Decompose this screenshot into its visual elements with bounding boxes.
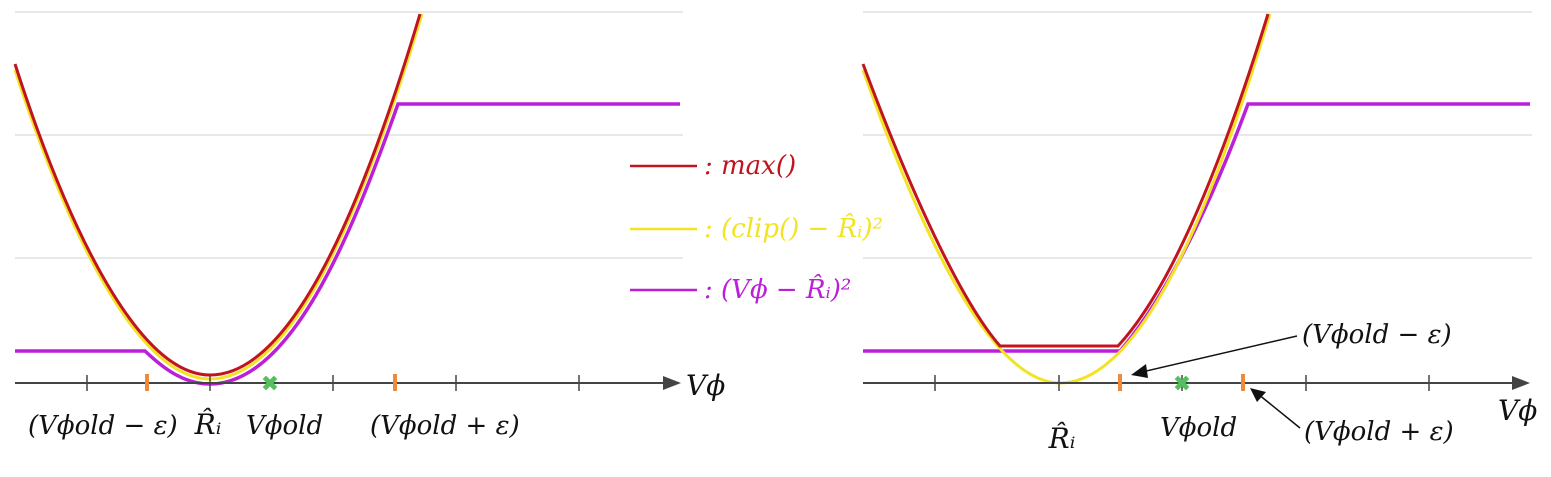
right-label-r-hat: R̂ᵢ [1048, 422, 1076, 455]
right-label-old-minus-eps: (Vϕold − ε) [1302, 320, 1452, 350]
left-max-curve [13, 13, 422, 377]
right-max-curve [861, 13, 1270, 348]
right-panel: ✖ Vϕ (Vϕold − ε) (Vϕold + ε) R̂ᵢ Vϕold [861, 11, 1537, 455]
legend-text-vphi: : (Vϕ − R̂ᵢ)² [704, 274, 851, 305]
arrow-to-eps-minus [1141, 335, 1298, 373]
right-label-old-plus-eps: (Vϕold + ε) [1304, 417, 1454, 447]
right-axis-ticks [934, 375, 1430, 391]
right-axis-arrowhead [1512, 376, 1530, 390]
arrowhead-eps-minus [1131, 364, 1148, 378]
arrowhead-eps-plus [1250, 388, 1266, 402]
left-panel: ✖ Vϕ (Vϕold − ε) R̂ᵢ Vϕold (Vϕold + ε) [13, 11, 725, 441]
left-label-old-minus-eps: (Vϕold − ε) [28, 411, 178, 441]
right-label-v-old: Vϕold [1160, 413, 1237, 443]
left-label-r-hat: R̂ᵢ [194, 408, 222, 441]
right-gridlines [863, 11, 1532, 259]
left-gridlines [15, 11, 683, 259]
left-vphi-curve [15, 102, 680, 386]
legend-text-clip: : (clip() − R̂ᵢ)² [704, 213, 883, 244]
right-vphi-curve [863, 102, 1530, 353]
left-clip-curve [13, 13, 424, 381]
right-v-old-marker: ✖ [1173, 372, 1191, 397]
arrow-to-eps-plus [1257, 393, 1301, 429]
left-label-v-old: Vϕold [246, 411, 323, 441]
left-axis-arrowhead [663, 376, 681, 390]
left-v-old-marker: ✖ [261, 372, 279, 397]
legend-text-max: : max() [704, 151, 796, 181]
left-axis-label: Vϕ [686, 369, 725, 402]
legend: : max() : (clip() − R̂ᵢ)² : (Vϕ − R̂ᵢ)² [630, 151, 883, 305]
left-label-old-plus-eps: (Vϕold + ε) [370, 411, 520, 441]
left-axis-ticks [86, 375, 580, 391]
right-axis-label: Vϕ [1498, 394, 1537, 427]
annotation-arrows [1131, 335, 1301, 429]
